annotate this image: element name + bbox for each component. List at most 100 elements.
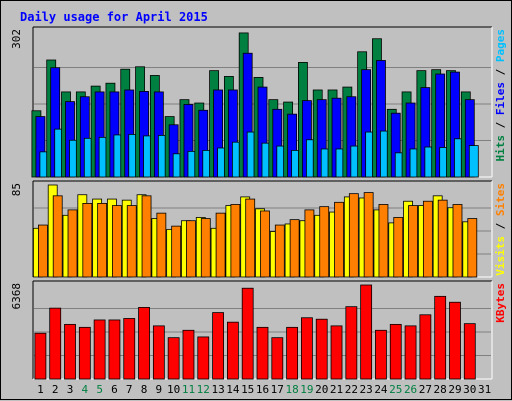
bar-kbytes-day-21 xyxy=(330,325,343,380)
bar-kbytes-day-13 xyxy=(212,312,224,380)
bar-sites-day-22 xyxy=(348,193,359,278)
panel-hits: 302 Hits / Files / Pages xyxy=(10,26,507,178)
x-tick-label: 3 xyxy=(67,383,74,396)
bar-kbytes-day-28 xyxy=(434,295,447,380)
bar-sites-day-18 xyxy=(289,219,300,278)
bar-pages-day-30 xyxy=(468,145,479,178)
bar-sites-day-5 xyxy=(97,202,108,278)
x-tick-label: 28 xyxy=(434,383,447,396)
bar-kbytes-day-2 xyxy=(49,307,62,380)
bar-sites-day-20 xyxy=(319,206,330,278)
x-tick-label: 23 xyxy=(360,383,373,396)
panel-kbytes-max-label: 6368 xyxy=(10,283,23,310)
bar-sites-day-7 xyxy=(126,205,137,278)
bar-kbytes-day-8 xyxy=(138,307,150,380)
bar-sites-day-2 xyxy=(52,195,63,278)
x-tick-label: 20 xyxy=(315,383,328,396)
bar-kbytes-day-18 xyxy=(286,326,299,380)
legend-text: / xyxy=(494,115,507,135)
panel-kbytes-legend: KBytes xyxy=(494,283,507,323)
x-tick-label: 4 xyxy=(82,383,89,396)
bar-kbytes-day-15 xyxy=(241,287,254,380)
bar-sites-day-1 xyxy=(38,224,48,278)
x-tick-label: 11 xyxy=(182,383,195,396)
x-tick-label: 8 xyxy=(141,383,148,396)
panel-hits-max-label: 302 xyxy=(10,29,23,49)
bar-sites-day-25 xyxy=(393,217,404,278)
bar-kbytes-day-17 xyxy=(271,337,284,380)
bar-sites-day-4 xyxy=(82,202,93,278)
x-tick-label: 1 xyxy=(37,383,44,396)
bar-sites-day-10 xyxy=(171,225,182,278)
legend-text: Hits xyxy=(494,135,507,162)
bar-sites-day-11 xyxy=(186,220,196,278)
bar-sites-day-21 xyxy=(334,201,344,278)
legend-text: Visits xyxy=(494,236,507,276)
panel-visits-max-label: 85 xyxy=(10,183,23,196)
bar-sites-day-13 xyxy=(215,212,226,278)
bar-sites-day-27 xyxy=(422,200,433,278)
x-tick-label: 22 xyxy=(345,383,358,396)
bar-kbytes-day-23 xyxy=(360,284,373,380)
bar-sites-day-19 xyxy=(304,209,315,278)
bar-kbytes-day-19 xyxy=(301,317,313,380)
bar-kbytes-day-12 xyxy=(197,336,210,380)
x-tick-label: 7 xyxy=(126,383,133,396)
legend-text: / xyxy=(494,62,507,82)
bar-sites-day-8 xyxy=(141,195,152,278)
x-tick-label: 19 xyxy=(300,383,313,396)
bar-kbytes-day-30 xyxy=(463,323,476,380)
x-tick-label: 27 xyxy=(419,383,432,396)
legend-text: / xyxy=(494,216,507,236)
bar-kbytes-day-20 xyxy=(315,318,328,380)
bar-kbytes-day-29 xyxy=(449,301,461,380)
x-tick-label: 10 xyxy=(167,383,180,396)
bar-kbytes-day-6 xyxy=(108,319,121,380)
bar-sites-day-9 xyxy=(156,212,167,278)
bar-sites-day-12 xyxy=(200,218,211,278)
bar-kbytes-day-22 xyxy=(345,306,358,380)
x-tick-label: 6 xyxy=(111,383,118,396)
bar-kbytes-day-9 xyxy=(152,325,165,380)
x-tick-label: 30 xyxy=(463,383,476,396)
x-tick-label: 14 xyxy=(226,383,240,396)
bar-sites-day-17 xyxy=(274,224,285,278)
legend-text: Files xyxy=(494,82,507,115)
x-tick-label: 18 xyxy=(285,383,298,396)
x-tick-label: 5 xyxy=(96,383,103,396)
panel-visits: 85 Visits / Sites xyxy=(10,180,507,278)
panel-hits-legend: Hits / Files / Pages xyxy=(494,29,507,162)
bar-kbytes-day-7 xyxy=(123,318,136,380)
bar-sites-day-16 xyxy=(260,210,270,278)
bar-kbytes-day-4 xyxy=(78,326,91,380)
legend-text: Pages xyxy=(494,29,507,62)
x-tick-label: 17 xyxy=(271,383,284,396)
x-tick-label: 24 xyxy=(374,383,388,396)
bar-sites-day-3 xyxy=(67,209,78,278)
x-tick-label: 26 xyxy=(404,383,417,396)
bar-kbytes-day-11 xyxy=(182,329,195,380)
bar-sites-day-15 xyxy=(245,198,256,278)
legend-text: KBytes xyxy=(494,283,507,323)
bar-sites-day-24 xyxy=(378,204,389,278)
bar-kbytes-day-16 xyxy=(256,326,269,380)
x-tick-label: 12 xyxy=(197,383,210,396)
bar-sites-day-6 xyxy=(112,205,122,278)
x-tick-label: 15 xyxy=(241,383,254,396)
bar-kbytes-day-3 xyxy=(64,323,76,380)
bar-sites-day-26 xyxy=(408,205,418,278)
x-tick-label: 9 xyxy=(156,383,163,396)
panel-visits-legend: Visits / Sites xyxy=(494,183,507,276)
x-tick-label: 29 xyxy=(448,383,461,396)
legend-text: Sites xyxy=(494,183,507,216)
x-tick-label: 21 xyxy=(330,383,343,396)
bar-kbytes-day-1 xyxy=(34,332,47,380)
bar-sites-day-23 xyxy=(363,192,374,278)
bar-kbytes-day-14 xyxy=(226,321,239,380)
x-tick-label: 16 xyxy=(256,383,269,396)
x-tick-label: 31 xyxy=(478,383,491,396)
bar-sites-day-28 xyxy=(437,199,448,278)
bar-kbytes-day-5 xyxy=(93,319,106,380)
